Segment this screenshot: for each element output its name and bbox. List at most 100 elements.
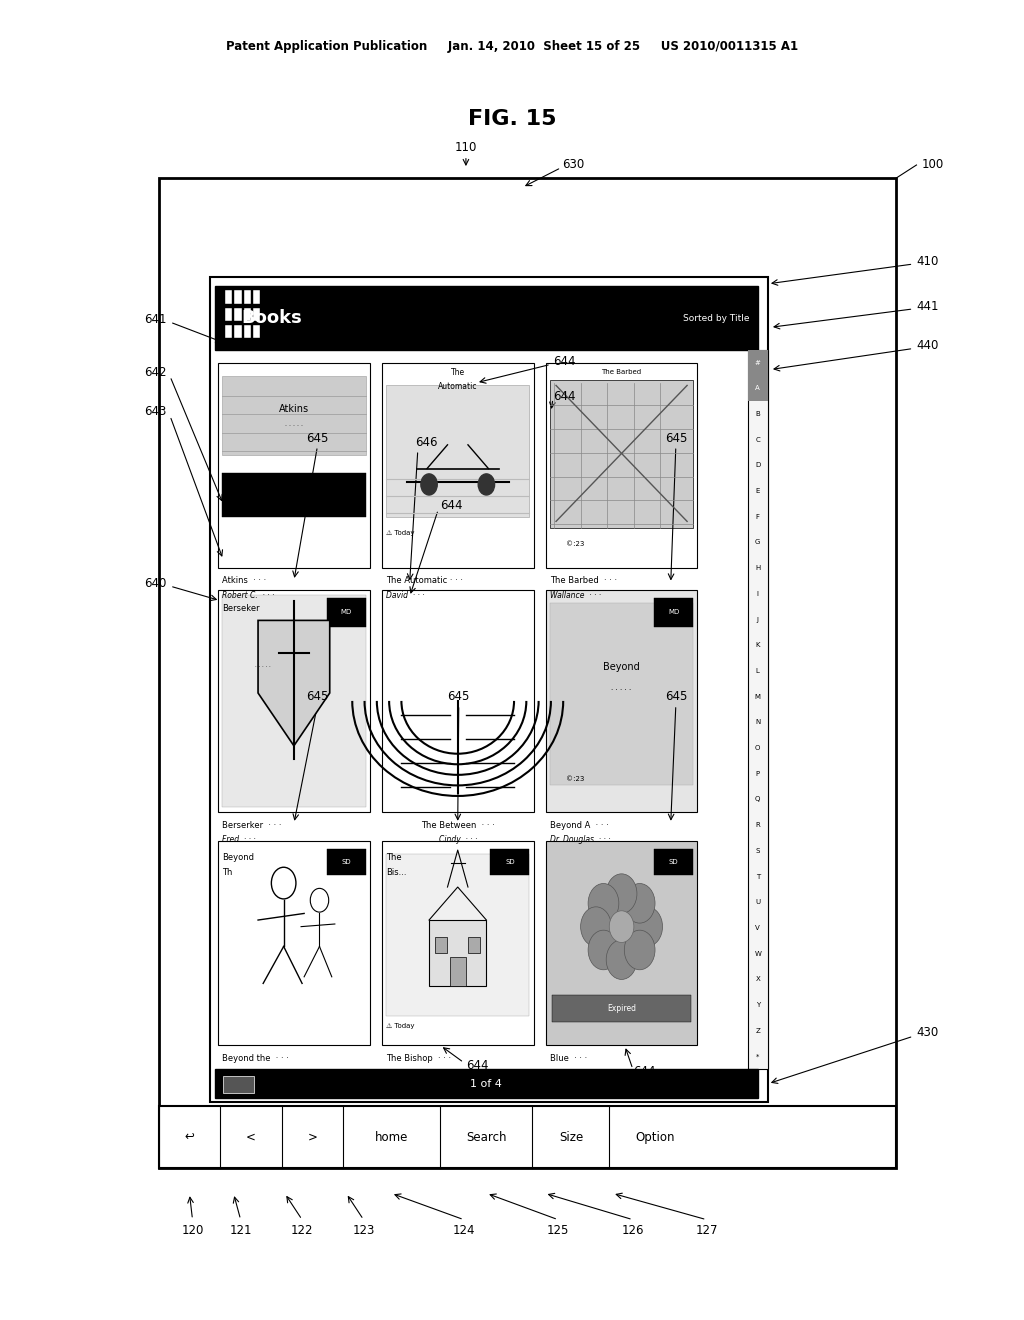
Circle shape bbox=[421, 474, 437, 495]
Bar bbox=[429, 920, 486, 986]
Text: 640: 640 bbox=[144, 577, 167, 590]
Text: J: J bbox=[757, 616, 759, 623]
Text: Berseker: Berseker bbox=[222, 605, 260, 612]
Bar bbox=[552, 995, 691, 1022]
Text: Y: Y bbox=[756, 1002, 760, 1008]
Text: SD: SD bbox=[341, 859, 351, 865]
Circle shape bbox=[588, 931, 618, 970]
Bar bbox=[546, 841, 697, 1045]
Bar bbox=[748, 375, 768, 401]
Text: Expired: Expired bbox=[607, 1005, 636, 1012]
Text: <: < bbox=[246, 1131, 256, 1143]
Text: Automatic: Automatic bbox=[438, 383, 477, 391]
Text: Size: Size bbox=[559, 1131, 583, 1143]
Text: E: E bbox=[756, 488, 760, 494]
Text: G: G bbox=[755, 540, 761, 545]
Text: H: H bbox=[755, 565, 761, 572]
Bar bbox=[748, 350, 768, 1069]
Text: 430: 430 bbox=[916, 1026, 939, 1039]
Text: Search: Search bbox=[466, 1131, 507, 1143]
Text: · · · · ·: · · · · · bbox=[255, 664, 271, 669]
Bar bbox=[225, 308, 232, 321]
Text: 127: 127 bbox=[695, 1224, 718, 1237]
Text: 124: 124 bbox=[453, 1224, 475, 1237]
Bar bbox=[327, 598, 366, 627]
Text: ⚠ Today: ⚠ Today bbox=[386, 531, 415, 536]
Bar bbox=[244, 308, 251, 321]
Text: L: L bbox=[756, 668, 760, 675]
Text: SD: SD bbox=[669, 859, 679, 865]
Text: MD: MD bbox=[341, 610, 351, 615]
Text: N: N bbox=[755, 719, 761, 726]
Circle shape bbox=[581, 907, 611, 946]
Text: Th: Th bbox=[222, 869, 232, 876]
Bar bbox=[386, 854, 529, 1016]
Bar bbox=[234, 290, 242, 304]
Bar bbox=[234, 325, 242, 338]
Text: The: The bbox=[451, 368, 465, 376]
Text: 644: 644 bbox=[440, 499, 463, 512]
Bar bbox=[546, 590, 697, 812]
Text: 630: 630 bbox=[562, 158, 585, 172]
Bar bbox=[550, 380, 693, 528]
Bar bbox=[654, 849, 693, 875]
Text: >: > bbox=[307, 1131, 317, 1143]
Text: 120: 120 bbox=[181, 1224, 204, 1237]
Bar bbox=[382, 590, 534, 812]
Circle shape bbox=[632, 907, 663, 946]
Text: 126: 126 bbox=[622, 1224, 644, 1237]
Text: 644: 644 bbox=[466, 1059, 488, 1072]
Text: S: S bbox=[756, 847, 760, 854]
Text: Atkins  · · ·: Atkins · · · bbox=[222, 577, 266, 585]
Circle shape bbox=[606, 874, 637, 913]
Bar bbox=[222, 376, 366, 455]
Text: T: T bbox=[756, 874, 760, 879]
Text: *: * bbox=[756, 1053, 760, 1060]
Bar bbox=[225, 325, 232, 338]
Text: Andrew  · · ·: Andrew · · · bbox=[386, 1069, 432, 1077]
Text: D: D bbox=[755, 462, 761, 469]
Bar bbox=[253, 325, 260, 338]
Text: #: # bbox=[755, 359, 761, 366]
Text: Nora  · · ·: Nora · · · bbox=[550, 1069, 585, 1077]
Text: MD: MD bbox=[669, 610, 679, 615]
Bar bbox=[386, 385, 529, 517]
Text: Option: Option bbox=[636, 1131, 675, 1143]
Text: Atkins: Atkins bbox=[279, 404, 309, 414]
Text: 110: 110 bbox=[455, 141, 477, 154]
Text: 641: 641 bbox=[144, 313, 167, 326]
Text: · · · · ·: · · · · · bbox=[285, 422, 303, 428]
Text: Wallance  · · ·: Wallance · · · bbox=[550, 591, 601, 599]
Text: 1 of 4: 1 of 4 bbox=[470, 1078, 503, 1089]
Text: · · · · ·: · · · · · bbox=[611, 688, 632, 693]
Text: I: I bbox=[757, 591, 759, 597]
Bar bbox=[244, 325, 251, 338]
Bar bbox=[490, 849, 529, 875]
Text: P: P bbox=[756, 771, 760, 776]
Bar bbox=[382, 363, 534, 568]
Bar bbox=[225, 290, 232, 304]
Text: 645: 645 bbox=[306, 432, 329, 445]
Text: ⚠ Today: ⚠ Today bbox=[386, 1023, 415, 1028]
Text: 644: 644 bbox=[633, 1065, 655, 1078]
Text: Fred  · · ·: Fred · · · bbox=[222, 836, 256, 843]
Bar bbox=[468, 937, 480, 953]
Bar bbox=[222, 473, 366, 517]
Text: Patent Application Publication     Jan. 14, 2010  Sheet 15 of 25     US 2010/001: Patent Application Publication Jan. 14, … bbox=[226, 40, 798, 53]
Bar bbox=[253, 308, 260, 321]
Text: ↩: ↩ bbox=[184, 1131, 195, 1143]
Circle shape bbox=[478, 474, 495, 495]
Text: 100: 100 bbox=[922, 158, 944, 172]
Text: O: O bbox=[755, 744, 761, 751]
Text: Cindy  · · ·: Cindy · · · bbox=[438, 836, 477, 843]
Bar bbox=[222, 595, 366, 807]
PathPatch shape bbox=[258, 620, 330, 746]
Bar bbox=[159, 178, 896, 1168]
Bar bbox=[159, 1106, 896, 1168]
Bar bbox=[234, 308, 242, 321]
Text: W: W bbox=[755, 950, 761, 957]
Text: Sara  · · ·: Sara · · · bbox=[222, 1069, 256, 1077]
Bar bbox=[215, 286, 758, 350]
Text: Books: Books bbox=[241, 309, 302, 327]
Circle shape bbox=[606, 940, 637, 979]
